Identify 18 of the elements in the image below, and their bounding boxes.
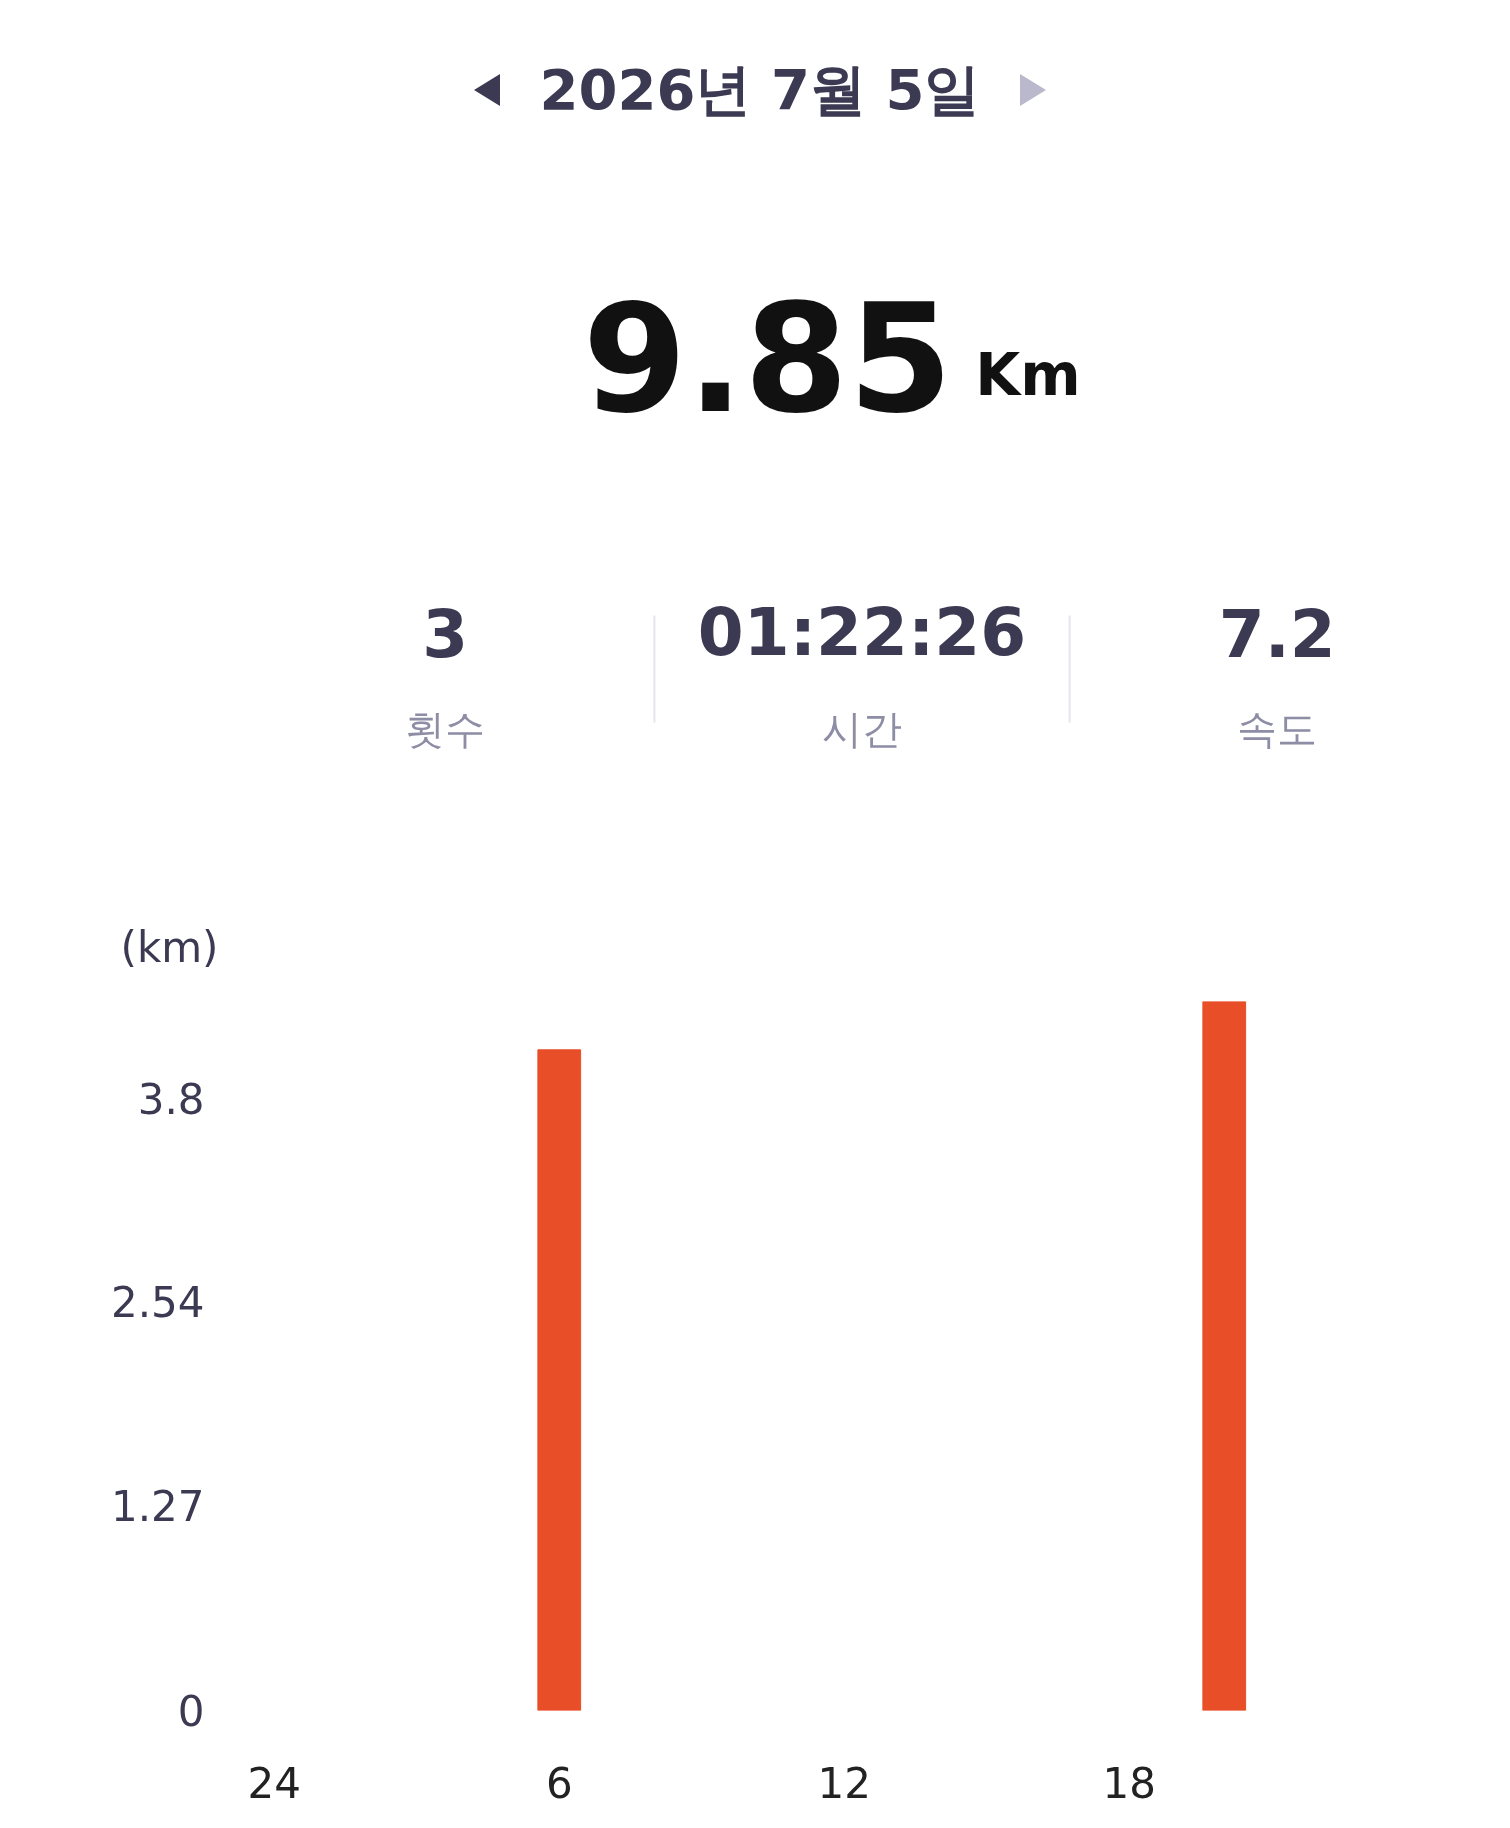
text: Km [975,340,1081,409]
y-tick-label: 0 [177,1687,205,1736]
y-tick-label: 2.54 [110,1277,205,1327]
text: 3 [422,596,469,673]
chart-title: 2026년 7월 5일 [539,56,981,124]
text: 01:22:26 [697,594,1027,671]
text: 시간 [822,705,903,752]
y-axis-title: (km) [120,922,219,972]
text: 속도 [1237,705,1318,752]
chart-subtitle: 9.85 [582,271,953,446]
x-tick-label: 6 [545,1758,573,1808]
text: 횟수 [405,705,486,752]
text: 7.2 [1218,596,1336,673]
y-tick-label: 1.27 [110,1482,205,1532]
y-tick-label: 3.8 [137,1074,205,1124]
x-tick-label: 18 [1102,1758,1156,1808]
x-tick-label: 12 [817,1758,871,1808]
x-tick-label: 24 [247,1758,301,1808]
